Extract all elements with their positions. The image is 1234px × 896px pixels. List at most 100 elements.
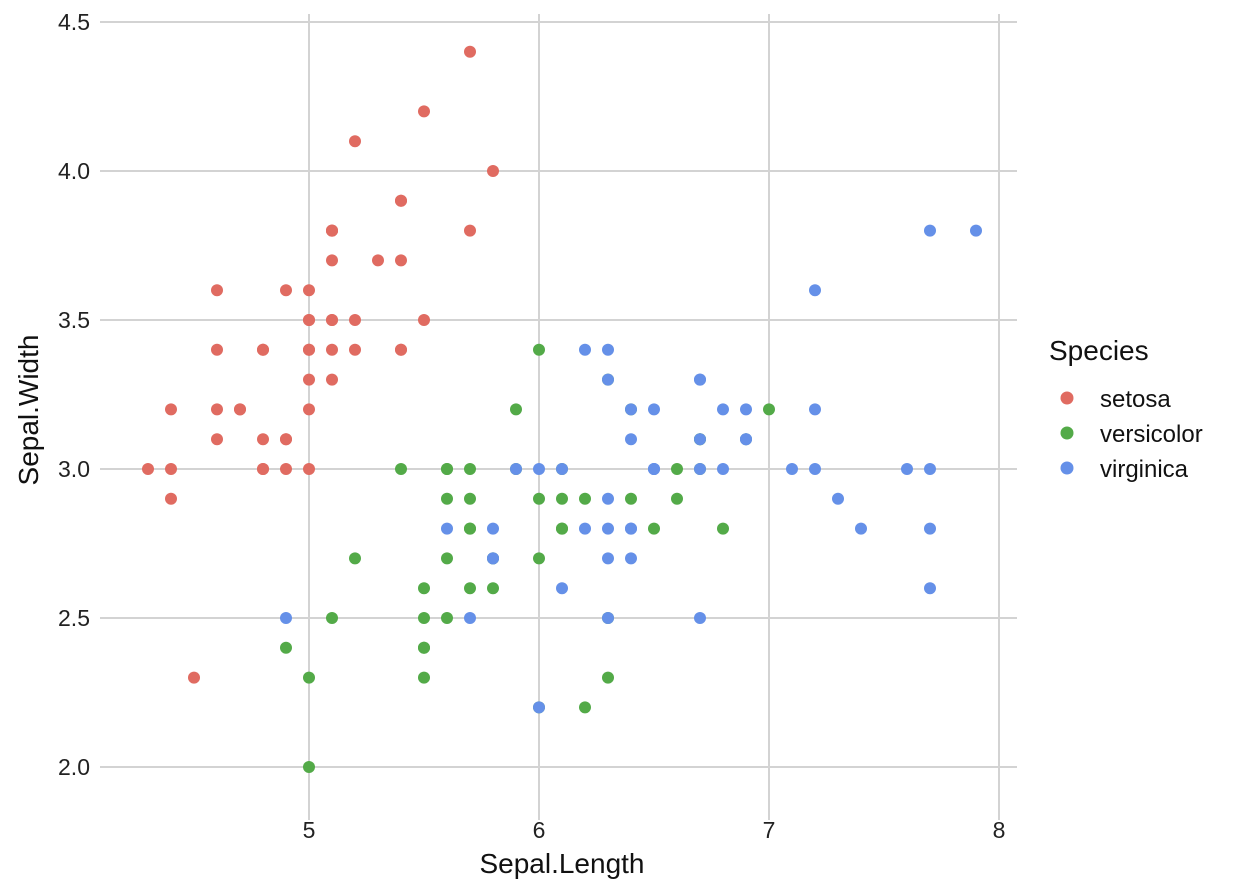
data-point-virginica [694,612,706,624]
data-point-setosa [211,403,223,416]
data-point-versicolor [418,612,430,624]
data-point-virginica [924,463,936,475]
y-tick-label: 4.5 [58,9,90,35]
data-point-virginica [625,522,637,535]
data-point-setosa [464,45,476,58]
data-point-setosa [303,403,315,416]
data-point-setosa [326,373,338,386]
x-tick-label: 5 [303,817,316,843]
data-point-setosa [418,105,430,118]
data-point-setosa [188,671,200,684]
legend: Species setosa versicolor virginica [1049,335,1203,483]
data-point-versicolor [487,582,499,595]
data-point-versicolor [556,522,568,535]
data-point-virginica [487,552,499,565]
data-point-setosa [395,343,407,356]
data-point-setosa [142,463,154,475]
data-point-virginica [648,403,660,416]
data-point-virginica [556,582,568,595]
data-point-setosa [257,463,269,475]
data-point-virginica [970,224,982,237]
data-point-virginica [855,522,867,535]
data-point-setosa [165,403,177,416]
y-tick-label: 4.0 [58,158,90,184]
data-point-setosa [464,224,476,237]
data-point-versicolor [303,761,315,773]
data-point-setosa [326,224,338,237]
legend-marker [1060,426,1074,440]
data-point-versicolor [717,522,729,535]
grid [100,14,1017,820]
data-point-versicolor [510,403,522,416]
data-point-versicolor [464,582,476,595]
data-point-virginica [602,612,614,624]
data-point-versicolor [763,403,775,416]
data-point-versicolor [349,552,361,565]
data-point-virginica [809,463,821,475]
data-point-virginica [694,373,706,386]
data-point-setosa [165,492,177,505]
data-point-setosa [303,314,315,326]
data-point-versicolor [418,671,430,684]
data-point-setosa [418,314,430,326]
data-point-virginica [579,522,591,535]
legend-item-setosa: setosa [1060,386,1171,413]
data-point-virginica [533,701,545,714]
data-point-virginica [625,433,637,446]
data-point-virginica [510,463,522,475]
x-tick-label: 8 [993,817,1006,843]
y-tick-label: 3.5 [58,307,90,333]
data-point-virginica [280,612,292,624]
data-point-virginica [464,612,476,624]
data-point-virginica [901,463,913,475]
data-point-virginica [533,463,545,475]
data-point-versicolor [441,552,453,565]
data-point-setosa [303,343,315,356]
data-point-virginica [625,552,637,565]
data-point-virginica [694,433,706,446]
data-point-virginica [602,492,614,505]
data-point-versicolor [280,641,292,654]
data-point-virginica [648,463,660,475]
data-point-virginica [487,522,499,535]
data-point-virginica [602,552,614,565]
legend-item-virginica: virginica [1060,456,1189,483]
data-point-versicolor [418,641,430,654]
data-point-versicolor [671,463,683,475]
data-point-virginica [717,403,729,416]
data-point-setosa [303,373,315,386]
data-point-versicolor [326,612,338,624]
y-tick-label: 2.5 [58,605,90,631]
x-tick-label: 6 [533,817,546,843]
data-point-versicolor [418,582,430,595]
data-point-setosa [349,343,361,356]
x-axis-title: Sepal.Length [479,848,644,879]
data-point-setosa [395,254,407,267]
data-point-versicolor [556,492,568,505]
series-virginica [280,224,982,714]
data-point-virginica [924,522,936,535]
data-point-setosa [234,403,246,416]
legend-item-versicolor: versicolor [1060,421,1203,448]
y-tick-label: 2.0 [58,754,90,780]
data-point-setosa [211,284,223,297]
data-point-versicolor [441,612,453,624]
data-point-setosa [303,284,315,297]
y-axis-title: Sepal.Width [13,335,44,486]
data-point-virginica [832,492,844,505]
data-point-virginica [717,463,729,475]
axis-ticks: 5 6 7 8 2.0 2.5 3.0 3.5 4.0 4.5 [58,9,1005,843]
data-point-setosa [280,284,292,297]
series-setosa [142,45,499,684]
data-point-virginica [924,582,936,595]
legend-marker [1060,461,1074,475]
data-point-virginica [441,522,453,535]
legend-label: versicolor [1100,421,1203,448]
data-point-versicolor [303,671,315,684]
data-point-virginica [740,403,752,416]
data-point-virginica [694,463,706,475]
data-point-setosa [165,463,177,475]
data-point-setosa [280,463,292,475]
